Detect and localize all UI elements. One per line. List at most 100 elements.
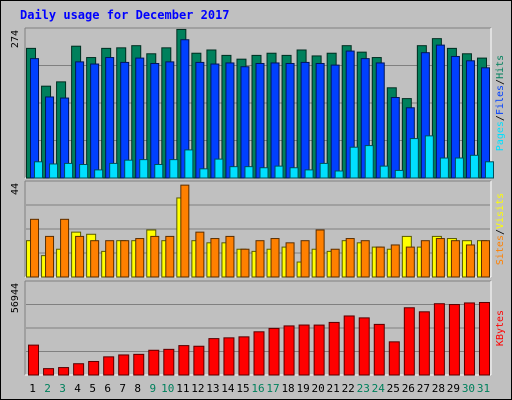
kbytes-bar (478, 301, 490, 376)
pages-bar (64, 162, 74, 179)
sites-bar (315, 229, 325, 278)
kbytes-bar (223, 337, 235, 376)
x-tick-label: 17 (266, 382, 279, 395)
x-tick-label: 27 (417, 382, 430, 395)
visits-sites-panel: 44 Sites/Visits (10, 180, 506, 278)
x-tick-label: 11 (176, 382, 189, 395)
y-max-label: 274 (10, 30, 21, 48)
files-bar (375, 62, 385, 179)
x-tick-label: 29 (447, 382, 460, 395)
x-tick-label: 12 (191, 382, 204, 395)
day-axis: 1 2 3 4 5 6 7 8 9 10 11 12 13 14 15 16 17 18 19 20 21 22 23 24 2… (29, 382, 490, 395)
files-bar (225, 62, 235, 179)
legend-visits: Visits (495, 193, 506, 229)
files-bar (390, 97, 400, 179)
sites-bar (225, 235, 235, 278)
sites-bar (75, 235, 85, 278)
pages-bar (379, 165, 389, 179)
x-tick-label: 30 (462, 382, 475, 395)
sites-bar (330, 248, 340, 278)
kbytes-bar (28, 344, 40, 376)
legend-files: Files (495, 85, 506, 115)
files-bar (75, 61, 85, 179)
x-tick-label: 18 (281, 382, 294, 395)
kbytes-bar (58, 367, 70, 376)
pages-bar (349, 146, 359, 179)
pages-bar (394, 169, 404, 179)
pages-bar (274, 165, 284, 179)
sites-bar (285, 242, 295, 278)
kbytes-bar (133, 353, 145, 376)
x-tick-label: 31 (477, 382, 490, 395)
x-tick-label: 7 (119, 382, 126, 395)
kbytes-bar (448, 304, 460, 376)
kbytes-panel: 56944 KBytes (10, 280, 506, 376)
sites-bar (420, 240, 430, 278)
legend-pages: Pages (495, 121, 506, 151)
x-tick-label: 16 (251, 382, 264, 395)
pages-bar (169, 159, 179, 179)
y-max-label: 56944 (10, 283, 21, 313)
kbytes-bar (433, 303, 445, 376)
x-tick-label: 13 (206, 382, 219, 395)
sites-bar (390, 244, 400, 278)
x-tick-label: 4 (74, 382, 81, 395)
sites-bar (180, 184, 190, 278)
files-bar (300, 61, 310, 179)
pages-bar (319, 162, 329, 179)
series-legend-label: Sites/Visits (495, 193, 506, 265)
x-tick-label: 28 (432, 382, 445, 395)
x-tick-label: 8 (134, 382, 141, 395)
legend-sites: Sites (495, 235, 506, 265)
files-bar (255, 62, 265, 179)
sites-bar (135, 238, 145, 278)
kbytes-bar (238, 336, 250, 376)
kbytes-bar (283, 325, 295, 376)
legend-separator: / (495, 115, 506, 121)
kbytes-bar (208, 338, 220, 376)
sites-bar (360, 240, 370, 278)
x-tick-label: 3 (59, 382, 66, 395)
pages-bar (304, 169, 314, 179)
sites-bar (90, 240, 100, 278)
pages-bar (184, 149, 194, 179)
pages-bar (439, 157, 449, 179)
kbytes-bar (103, 356, 115, 376)
sites-bar (300, 240, 310, 278)
series-legend-label: Pages/Files/Hits (495, 55, 506, 151)
files-bar (270, 62, 280, 179)
sites-bar (270, 238, 280, 278)
sites-bar (30, 218, 40, 278)
pages-bar (364, 145, 374, 179)
pages-bar (454, 157, 464, 179)
files-bar (150, 62, 160, 179)
x-tick-label: 15 (236, 382, 249, 395)
x-tick-label: 24 (372, 382, 386, 395)
sites-bar (480, 240, 490, 278)
kbytes-bar (358, 317, 370, 376)
y-max-label: 44 (10, 183, 21, 195)
pages-bar (199, 168, 209, 179)
pages-bar (484, 161, 494, 179)
sites-bar (165, 235, 175, 278)
x-tick-label: 6 (104, 382, 111, 395)
legend-separator: / (495, 79, 506, 85)
kbytes-bar (163, 348, 175, 376)
sites-bar (435, 238, 445, 278)
kbytes-bar (88, 360, 100, 376)
sites-bar (60, 218, 70, 278)
kbytes-bar (403, 307, 415, 376)
x-tick-label: 14 (221, 382, 235, 395)
pages-bar (139, 159, 149, 179)
pages-bar (259, 167, 269, 179)
sites-bar (240, 248, 250, 278)
legend-hits: Hits (495, 55, 506, 79)
legend-separator: / (495, 229, 506, 235)
files-bar (90, 63, 100, 179)
files-bar (285, 62, 295, 179)
pages-bar (409, 138, 419, 179)
pages-bar (424, 135, 434, 179)
x-tick-label: 23 (357, 382, 370, 395)
